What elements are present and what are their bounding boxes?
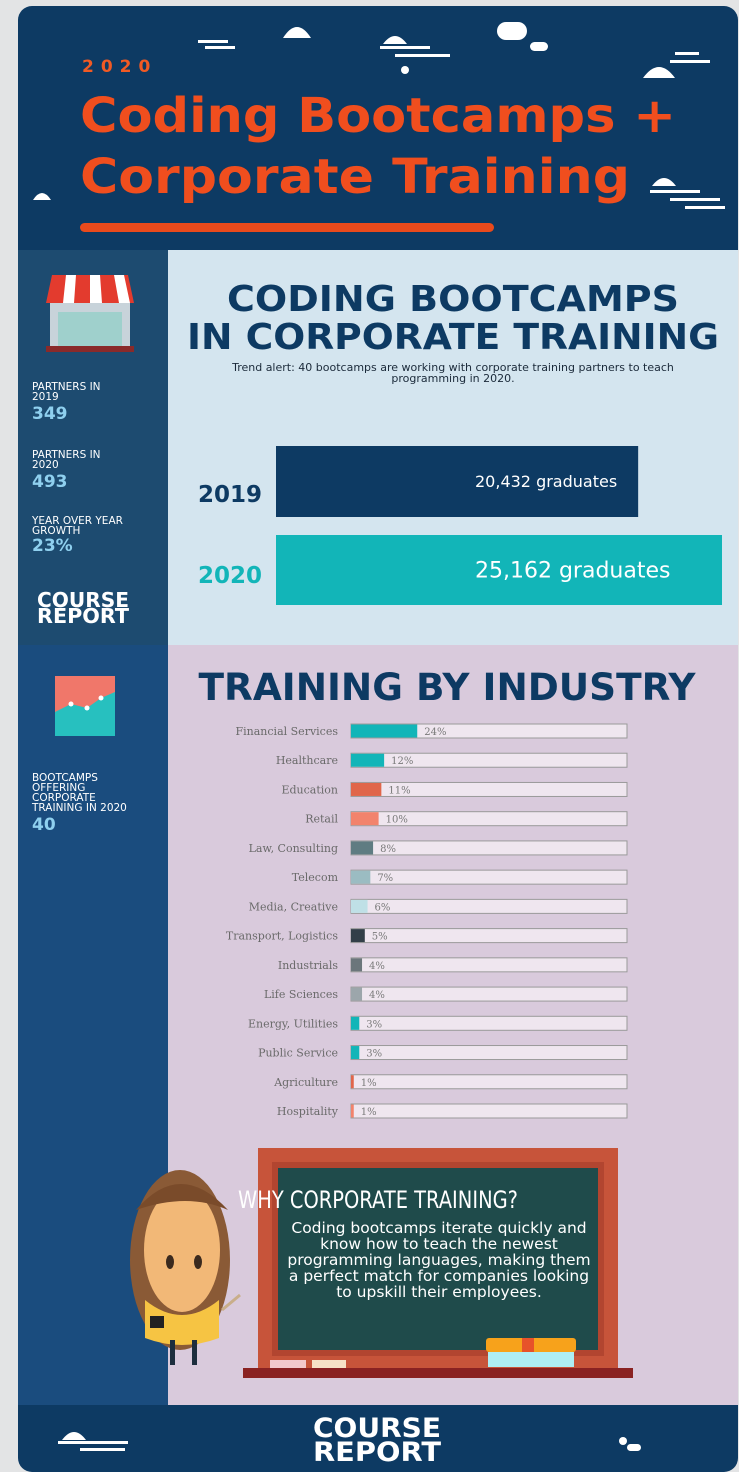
stat-label: PARTNERS IN 2020 (32, 449, 101, 471)
stat-label: YEAR OVER YEAR GROWTH (32, 515, 123, 537)
stat-value: 349 (32, 404, 68, 424)
stat: PARTNERS IN 2019 349 (32, 382, 117, 424)
callout-text: Coding bootcamps iterate quickly and kno… (287, 1219, 591, 1301)
stat: YEAR OVER YEAR GROWTH 23% (32, 516, 142, 556)
clouds (33, 22, 725, 1451)
stat-label: BOOTCAMPS OFFERING CORPORATE TRAINING IN… (32, 772, 127, 814)
header-title: Corporate Training (80, 149, 630, 205)
title-underline (80, 223, 494, 232)
chart-subtitle: Trend alert: 40 bootcamps are working wi… (232, 361, 674, 385)
chalkboard (243, 1148, 633, 1378)
header-title: Coding Bootcamps + (80, 88, 676, 144)
stat-value: 40 (32, 815, 56, 835)
stat-label: PARTNERS IN 2019 (32, 381, 101, 403)
character (130, 1170, 241, 1365)
header-year: 2020 (82, 57, 157, 77)
store-icon (46, 275, 134, 352)
stat-value: 493 (32, 472, 68, 492)
header: 2020 Coding Bootcamps + Corporate Traini… (80, 57, 676, 205)
stat: PARTNERS IN 2020 493 (32, 450, 117, 492)
panel-1 (168, 250, 738, 645)
chart-icon (55, 676, 115, 736)
stat: BOOTCAMPS OFFERING CORPORATE TRAINING IN… (32, 773, 140, 835)
stat-value: 23% (32, 536, 73, 556)
